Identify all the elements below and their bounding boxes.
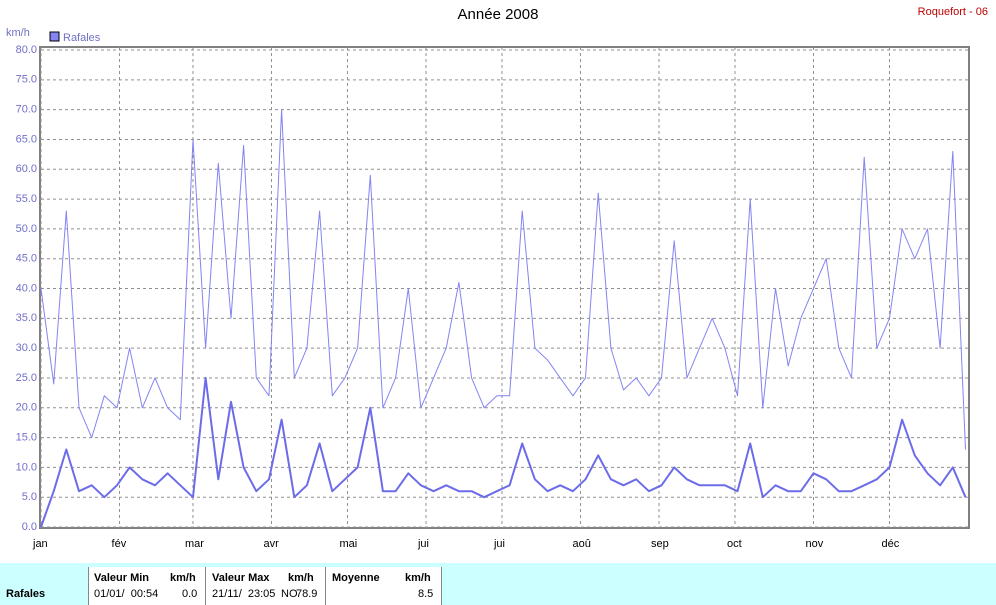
divider — [205, 567, 206, 605]
chart: Année 2008 Roquefort - 06 km/h 0.0 5.0 10.… — [6, 6, 988, 550]
y-tick-label: 45.0 — [16, 253, 37, 265]
y-tick-label: 30.0 — [16, 342, 37, 354]
x-tick-label: avr — [263, 538, 279, 550]
x-tick-label: jui — [417, 538, 429, 550]
y-tick-label: 60.0 — [16, 163, 37, 175]
x-tick-label: fév — [112, 538, 127, 550]
x-tick-label: mar — [185, 538, 204, 550]
y-tick-label: 40.0 — [16, 282, 37, 294]
station: Roquefort - 06 — [918, 6, 988, 18]
x-tick-label: jui — [493, 538, 505, 550]
row-label: Rafales — [6, 588, 46, 600]
y-tick-label: 35.0 — [16, 312, 37, 324]
max-dir: NO — [281, 588, 298, 600]
x-tick-label: aoû — [572, 538, 590, 550]
y-tick-label: 10.0 — [16, 461, 37, 473]
y-tick-label: 65.0 — [16, 133, 37, 145]
header: km/h — [170, 572, 196, 584]
y-tick-label: 50.0 — [16, 223, 37, 235]
min-value: 0.0 — [182, 588, 198, 600]
divider — [441, 567, 442, 605]
header: Moyenne — [332, 572, 380, 584]
y-tick-label: 70.0 — [16, 104, 37, 116]
y-tick-label: 5.0 — [22, 491, 37, 503]
divider — [325, 567, 326, 605]
stats-panel: Rafales Valeur Min km/h Valeur Max km/h … — [0, 563, 996, 605]
x-tick-label: mai — [339, 538, 357, 550]
header: Valeur Max — [212, 572, 270, 584]
y-tick-label: 55.0 — [16, 193, 37, 205]
legend-label: Rafales — [63, 32, 101, 44]
y-tick-label: 75.0 — [16, 74, 37, 86]
x-tick-label: jan — [32, 538, 48, 550]
y-tick-label: 25.0 — [16, 372, 37, 384]
stats-box — [88, 567, 442, 605]
max-date: 21/11/ 23:05 — [212, 588, 276, 600]
x-tick-label: nov — [806, 538, 824, 550]
plot-frame — [39, 46, 970, 529]
header: km/h — [405, 572, 431, 584]
y-tick-label: 0.0 — [22, 521, 37, 533]
series-line — [40, 376, 967, 528]
min-date: 01/01/ 00:54 — [94, 588, 159, 600]
series-line — [40, 109, 966, 450]
x-tick-label: déc — [881, 538, 899, 550]
max-value: 78.9 — [296, 588, 318, 600]
legend-swatch — [49, 31, 60, 42]
header: Valeur Min — [94, 572, 150, 584]
header: km/h — [288, 572, 314, 584]
x-tick-label: sep — [651, 538, 669, 550]
y-unit: km/h — [6, 27, 30, 39]
y-tick-label: 20.0 — [16, 402, 37, 414]
chart-title: Année 2008 — [458, 6, 539, 23]
y-tick-label: 80.0 — [16, 44, 37, 56]
mean-value: 8.5 — [418, 588, 434, 600]
y-tick-label: 15.0 — [16, 431, 37, 443]
x-tick-label: oct — [727, 538, 742, 550]
